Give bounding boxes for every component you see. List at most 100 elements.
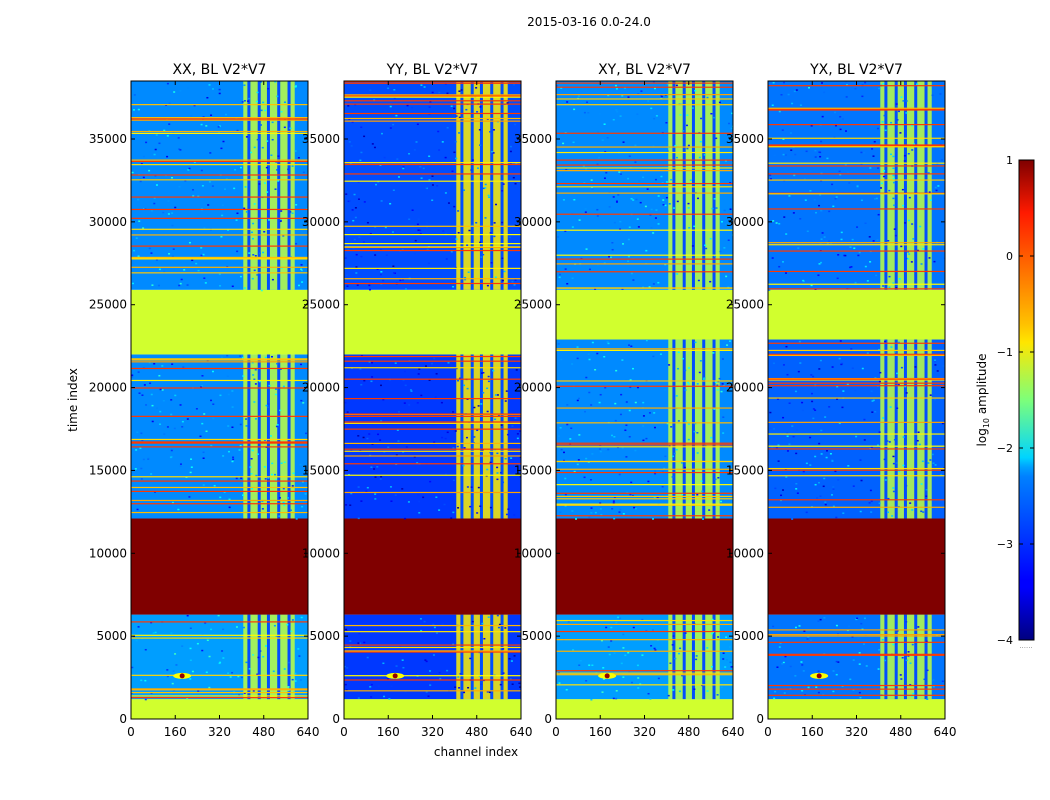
noise-cell [418,500,421,503]
noise-cell [795,89,798,91]
rfi-line [556,650,733,652]
noise-cell [377,685,380,687]
noise-cell [299,363,302,366]
noise-cell [720,446,723,449]
noise-cell [137,255,140,257]
noise-cell [835,660,838,663]
noise-cell [429,684,432,686]
time-band-3 [131,518,308,615]
noise-cell [145,404,148,406]
noise-cell [777,444,780,446]
noise-cell [159,423,162,425]
noise-cell [450,250,453,253]
noise-cell [282,501,285,504]
noise-cell [677,420,680,422]
time-band-1 [131,699,308,719]
noise-cell [641,654,644,656]
noise-cell [243,287,246,289]
noise-cell [722,416,725,418]
rfi-line [131,359,308,361]
noise-cell [684,420,687,422]
bright-source-core [179,673,185,679]
noise-cell [805,150,808,153]
noise-cell [703,154,706,156]
noise-cell [591,453,594,455]
noise-cell [252,654,255,656]
noise-cell [306,388,308,390]
noise-cell [231,406,234,408]
noise-cell [802,670,805,672]
noise-cell [870,446,873,448]
rfi-line [131,441,308,443]
noise-cell [725,275,728,278]
noise-cell [469,505,472,508]
noise-cell [884,129,887,132]
noise-cell [615,621,618,624]
noise-cell [438,91,441,94]
channel-gap [490,354,494,519]
noise-cell [476,167,479,169]
noise-cell [393,272,396,274]
noise-cell [226,375,229,378]
noise-cell [415,141,418,143]
noise-cell [450,517,453,519]
noise-cell [632,199,635,201]
noise-cell [653,647,656,650]
noise-cell [840,231,843,234]
noise-cell [851,238,854,241]
noise-cell [559,511,562,513]
rfi-line [344,94,521,96]
noise-cell [282,487,285,490]
rfi-line [556,258,733,260]
noise-cell [265,645,268,647]
rfi-line [556,229,733,231]
noise-cell [294,680,297,682]
noise-cell [691,245,694,247]
noise-cell [468,229,471,232]
noise-cell [577,459,580,461]
y-tick-label: 20000 [726,381,764,395]
channel-gap [479,614,483,700]
noise-cell [447,362,450,364]
noise-cell [271,121,274,124]
noise-cell [934,464,937,466]
noise-cell [143,384,146,386]
noise-cell [863,418,866,421]
noise-cell [422,496,425,499]
rfi-line [768,193,945,195]
noise-cell [897,341,900,344]
noise-cell [563,459,566,462]
noise-cell [681,674,684,677]
noise-cell [794,626,797,629]
noise-cell [204,282,207,284]
noise-cell [876,167,879,169]
noise-cell [660,95,663,98]
noise-cell [434,396,437,398]
noise-cell [704,445,707,447]
noise-cell [926,669,929,672]
noise-cell [193,104,196,107]
noise-cell [898,470,901,472]
rfi-line [768,641,945,643]
noise-cell [907,655,910,657]
noise-cell [348,141,351,143]
noise-cell [911,643,914,646]
noise-cell [166,426,169,428]
y-tick-label: 25000 [302,298,340,312]
noise-cell [812,375,815,378]
noise-cell [801,409,804,412]
noise-cell [811,400,814,403]
noise-cell [659,353,662,355]
noise-cell [561,173,564,176]
noise-cell [871,148,874,150]
rfi-line [768,146,945,148]
noise-cell [222,140,225,143]
noise-cell [618,473,621,476]
noise-cell [826,157,829,160]
noise-cell [620,662,623,665]
rfi-line [556,504,733,506]
noise-cell [147,458,150,460]
noise-cell [639,201,642,204]
noise-cell [190,115,193,117]
noise-cell [218,273,221,276]
